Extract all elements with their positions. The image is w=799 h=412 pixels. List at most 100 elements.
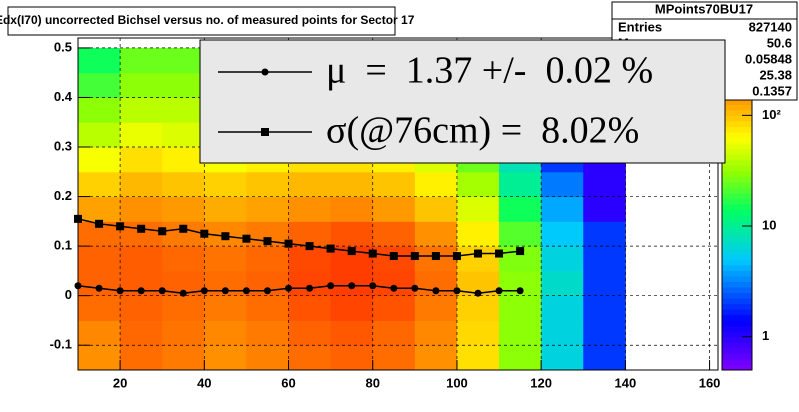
heat-cell: [330, 171, 374, 198]
stats-value: 0.1357: [752, 83, 792, 98]
heat-cell: [414, 171, 458, 198]
heat-cell: [78, 246, 121, 272]
heat-cell: [162, 295, 205, 321]
marker: [200, 287, 208, 295]
plot-frame: [77, 37, 719, 371]
marker: [95, 219, 104, 228]
profile-line: [77, 285, 521, 294]
color-bar-step: [722, 353, 752, 360]
marker: [221, 287, 229, 295]
heat-cell: [78, 196, 121, 222]
color-bar-step: [722, 132, 752, 139]
color-bar-step: [722, 181, 752, 188]
marker: [221, 232, 230, 241]
heat-cell: [78, 72, 121, 98]
heat-cell: [499, 221, 542, 247]
marker: [411, 284, 419, 292]
marker: [306, 284, 314, 292]
heat-cell: [288, 295, 332, 321]
heat-cell: [330, 221, 374, 247]
color-bar-step: [722, 320, 752, 327]
y-tick-label: 0.5: [54, 39, 72, 54]
y-tick-label: 0.3: [54, 138, 72, 153]
y-tick-label: -0.1: [50, 337, 72, 352]
heat-cell: [120, 171, 163, 198]
heat-cell: [541, 196, 584, 222]
z-tick-label: 10²: [762, 107, 781, 122]
x-tick-label: 80: [366, 375, 380, 390]
marker: [474, 249, 482, 258]
color-bar-step: [722, 309, 752, 316]
heat-cell: [456, 171, 500, 198]
color-bar-step: [722, 121, 752, 128]
heat-cell: [414, 221, 458, 247]
heat-cell: [499, 171, 542, 198]
heat-cell: [78, 345, 121, 371]
heat-cell: [541, 320, 584, 346]
marker: [516, 247, 525, 256]
y-tick-label: 0.4: [54, 89, 73, 104]
color-bar-step: [722, 187, 752, 194]
heat-cell: [120, 122, 163, 148]
marker: [261, 128, 269, 136]
heat-cell: [288, 270, 332, 297]
color-bar-step: [722, 259, 752, 266]
heat-cell: [372, 320, 416, 346]
color-bar-step: [722, 347, 752, 354]
stats-value: 50.6: [767, 35, 792, 50]
y-tick-label: 0: [65, 287, 72, 302]
marker: [242, 287, 250, 295]
heat-cell: [583, 171, 626, 198]
heat-cell: [120, 246, 163, 272]
color-bar-step: [722, 275, 752, 282]
heat-cell: [288, 345, 332, 371]
marker: [137, 224, 146, 233]
heat-cell: [372, 270, 416, 297]
marker: [368, 249, 377, 258]
heat-cell: [541, 221, 584, 247]
heat-cell: [204, 295, 247, 321]
heat-cell: [414, 295, 458, 321]
heat-cell: [372, 221, 416, 247]
color-bar-step: [722, 303, 752, 310]
chart-title: dEdx(I70) uncorrected Bichsel versus no.…: [0, 13, 415, 27]
heat-cell: [78, 122, 121, 148]
marker: [200, 229, 209, 238]
heat-cell: [330, 345, 374, 371]
marker: [495, 287, 503, 295]
heat-cell: [162, 320, 205, 346]
marker: [495, 249, 504, 258]
heat-cell: [414, 196, 458, 222]
marker: [74, 282, 82, 290]
color-bar-step: [722, 331, 752, 338]
marker: [453, 287, 461, 295]
x-tick-label: 60: [281, 375, 295, 390]
heat-cell: [414, 320, 458, 346]
color-bar-step: [722, 264, 752, 271]
color-bar-step: [722, 126, 752, 133]
color-bar-step: [722, 220, 752, 227]
color-bar-step: [722, 336, 752, 343]
color-bar-step: [722, 165, 752, 172]
marker: [95, 284, 103, 292]
heat-cell: [414, 345, 458, 371]
heat-cell: [78, 47, 121, 74]
stats-value: 25.38: [759, 67, 792, 82]
heat-cell: [583, 295, 626, 321]
marker: [285, 284, 293, 292]
color-bar-step: [722, 364, 752, 371]
heat-cell: [499, 196, 542, 222]
heat-cell: [541, 246, 584, 272]
color-bar-step: [722, 154, 752, 161]
heat-cell: [246, 196, 290, 222]
color-bar-step: [722, 104, 752, 111]
marker: [452, 252, 461, 261]
color-bar-step: [722, 281, 752, 288]
heat-cell: [456, 196, 500, 222]
color-bar-step: [722, 253, 752, 260]
color-bar-step: [722, 170, 752, 177]
marker: [74, 214, 82, 223]
heat-cell: [456, 320, 500, 346]
profile-line: [77, 218, 521, 257]
heat-cell: [499, 295, 542, 321]
